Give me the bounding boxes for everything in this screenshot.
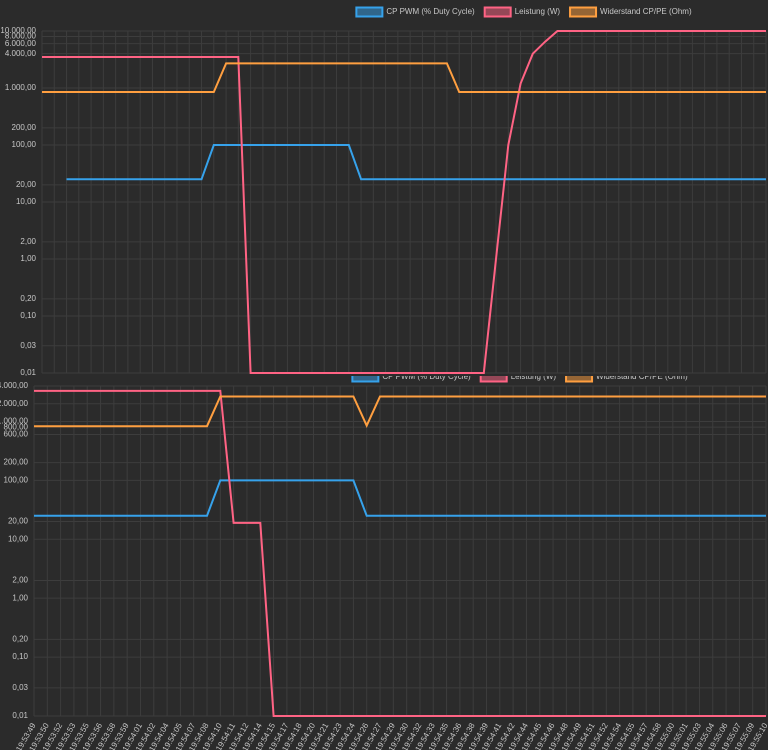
legend-item: Widerstand CP/PE (Ohm): [565, 376, 688, 383]
legend-swatch: [483, 6, 512, 18]
y-tick-label: 10,00: [16, 197, 37, 206]
y-tick-label: 200,00: [12, 123, 37, 132]
legend-item: Leistung (W): [479, 376, 557, 383]
y-tick-label: 0,03: [20, 341, 36, 350]
y-tick-label: 0,20: [12, 634, 28, 643]
y-tick-label: 2,00: [12, 576, 28, 585]
y-tick-label: 0,01: [20, 368, 36, 376]
legend-swatch: [565, 376, 594, 383]
y-tick-label: 20,00: [8, 517, 29, 526]
legend-label: Widerstand CP/PE (Ohm): [600, 7, 692, 16]
series-line: [34, 479, 766, 517]
y-tick-label: 10,00: [8, 534, 29, 543]
y-tick-label: 6.000,00: [5, 39, 37, 48]
y-tick-label: 0,03: [12, 683, 28, 692]
legend-item: Leistung (W): [483, 6, 561, 18]
y-tick-label: 8.000,00: [5, 32, 37, 41]
chart-top: 10.000,008.000,006.000,004.000,00 1.000,0…: [0, 6, 767, 376]
series-line: [42, 62, 766, 93]
legend-label: Leistung (W): [515, 7, 561, 16]
y-tick-label: 10.000,00: [0, 26, 36, 35]
series-line: [34, 395, 766, 429]
legend-swatch: [479, 376, 508, 383]
y-tick-label: 2.000,00: [0, 399, 29, 408]
y-tick-label: 2,00: [20, 237, 36, 246]
series-line: [42, 30, 766, 374]
legend-label: CP PWM (% Duty Cycle): [386, 7, 475, 16]
legend-swatch: [569, 6, 598, 18]
legend-label: CP PWM (% Duty Cycle): [382, 376, 471, 381]
y-tick-label: 1,00: [12, 593, 28, 602]
y-tick-label: 0,01: [12, 711, 28, 720]
y-tick-label: 4.000,00: [5, 49, 37, 58]
y-tick-label: 100,00: [12, 140, 37, 149]
y-tick-label: 600,00: [4, 430, 29, 439]
y-tick-label: 20,00: [16, 180, 37, 189]
series-line: [34, 389, 766, 717]
y-tick-label: 1.000,00: [0, 417, 29, 426]
y-tick-label: 0,20: [20, 294, 36, 303]
y-tick-label: 0,10: [20, 311, 36, 320]
legend-item: CP PWM (% Duty Cycle): [355, 6, 475, 18]
y-tick-label: 200,00: [4, 458, 29, 467]
y-tick-label: 800,00: [4, 422, 29, 431]
legend-swatch: [351, 376, 380, 383]
y-tick-label: 1,00: [20, 254, 36, 263]
series-line: [66, 144, 766, 181]
legend-label: Widerstand CP/PE (Ohm): [596, 376, 688, 381]
y-tick-label: 1.000,00: [5, 83, 37, 92]
legend-swatch: [355, 6, 384, 18]
legend-item: CP PWM (% Duty Cycle): [351, 376, 471, 383]
legend-label: Leistung (W): [511, 376, 557, 381]
y-tick-label: 100,00: [4, 475, 29, 484]
y-tick-label: 4.000,00: [0, 381, 29, 390]
legend-item: Widerstand CP/PE (Ohm): [569, 6, 692, 18]
y-tick-label: 0,10: [12, 652, 28, 661]
